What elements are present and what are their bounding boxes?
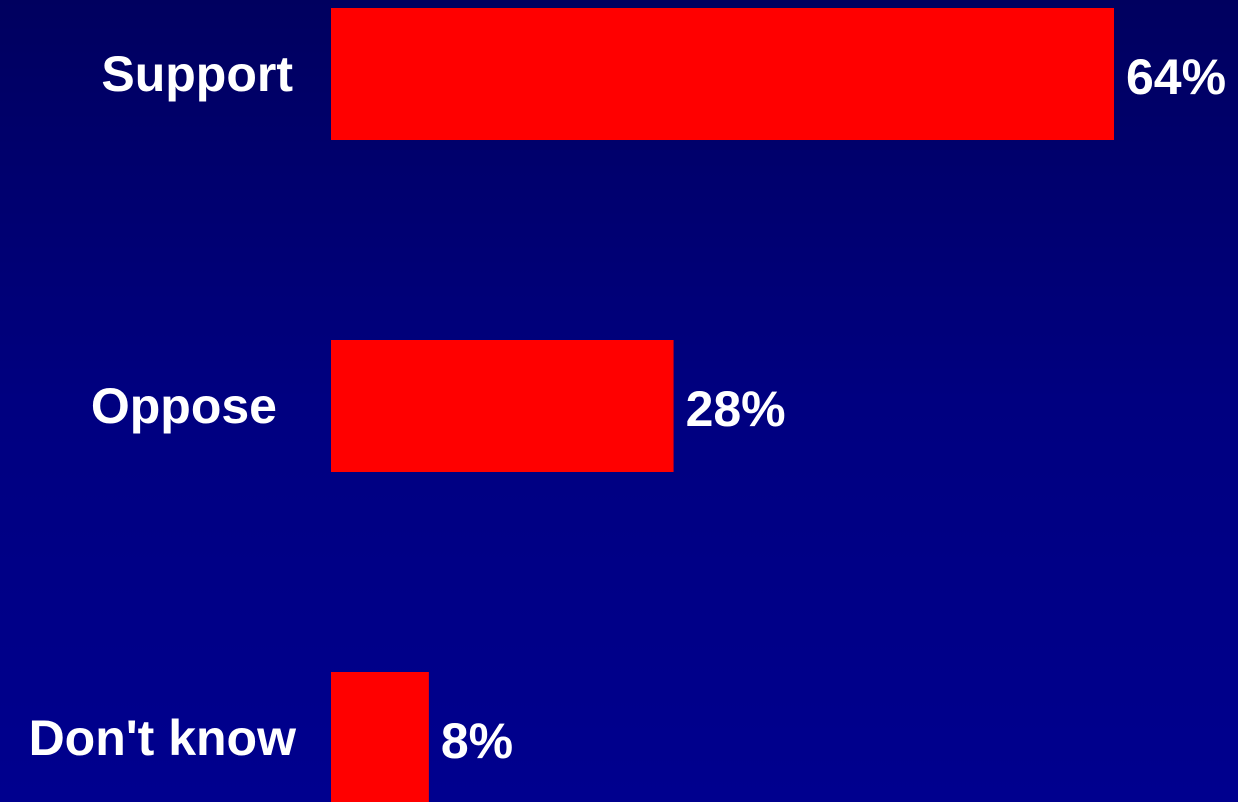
category-label: Don't know (29, 710, 297, 766)
value-label: 8% (441, 713, 513, 769)
value-labels-group: 64% 28% 8% (441, 49, 1226, 769)
bar-support (331, 8, 1114, 140)
category-label: Support (101, 46, 293, 102)
category-labels-group: Support Oppose Don't know (29, 46, 297, 766)
bar-oppose (331, 340, 674, 472)
bars-group (331, 8, 1114, 802)
value-label: 64% (1126, 49, 1226, 105)
bar-don-t-know (331, 672, 429, 802)
value-label: 28% (686, 381, 786, 437)
category-label: Oppose (91, 378, 277, 434)
